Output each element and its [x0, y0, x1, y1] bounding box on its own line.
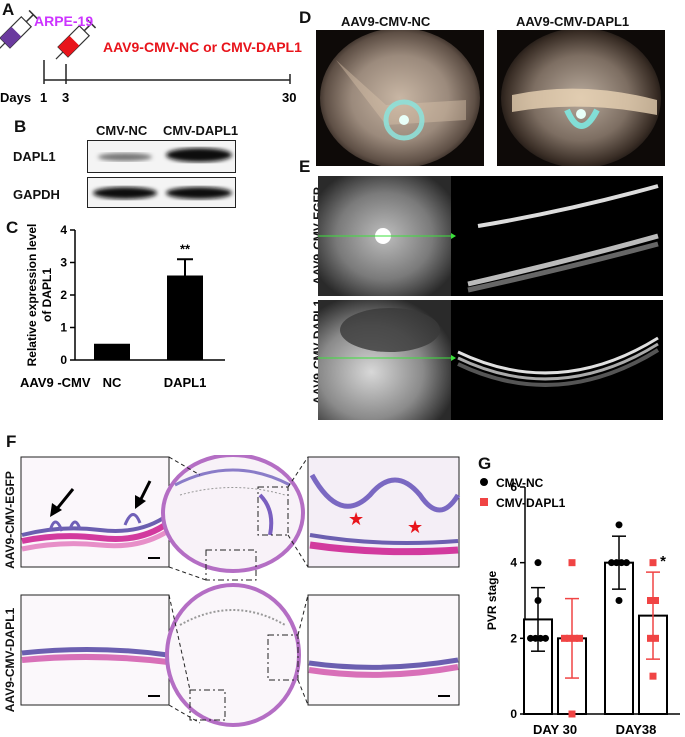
data-point — [618, 559, 625, 567]
arrow-icon — [138, 480, 152, 502]
chart-g: 0 2 4 6 PVR stage CMV-NC CMV-DAPL1 DAY 30 * DAY38 — [480, 476, 680, 737]
y-axis-label-line: of DAPL1 — [40, 268, 54, 322]
band-gapdh-nc — [93, 187, 157, 199]
western-blot — [87, 140, 236, 208]
data-point — [608, 559, 615, 567]
histology-zoom-dapl1-left — [20, 594, 170, 706]
syringe-aav-icon — [55, 18, 97, 60]
histology-section-dapl1 — [165, 583, 301, 727]
x-tick-label: NC — [103, 375, 122, 390]
data-point — [615, 521, 623, 529]
y-tick-label: 4 — [60, 223, 67, 237]
fundus-title-nc: AAV9-CMV-NC — [341, 14, 431, 29]
data-point — [652, 634, 659, 642]
x-tick-label: DAPL1 — [164, 375, 207, 390]
blot-col-header-nc: CMV-NC — [96, 123, 148, 138]
panel-label-g: G — [478, 454, 492, 473]
panel-label-e: E — [299, 157, 311, 176]
x-tick-label: DAY38 — [616, 722, 657, 737]
band-gapdh-dapl1 — [166, 187, 232, 199]
oct-image-dapl1 — [318, 300, 663, 420]
data-point — [649, 559, 657, 567]
star-icon: ★ — [407, 517, 423, 537]
panel-label-b: B — [14, 117, 27, 136]
data-point — [571, 634, 578, 642]
data-point — [649, 672, 657, 680]
y-tick-label: 3 — [60, 256, 67, 270]
syringe-arpe19-icon — [0, 9, 39, 51]
y-axis-label: Relative expression levelof DAPL1 — [25, 224, 54, 367]
data-point — [527, 634, 534, 642]
data-point — [534, 597, 542, 604]
data-point — [647, 634, 654, 642]
y-tick-label: 0 — [510, 707, 517, 721]
panel-label-d: D — [299, 8, 312, 27]
data-point — [652, 597, 659, 604]
data-point — [532, 634, 539, 642]
y-tick-label: 1 — [60, 321, 67, 335]
panel-label-f: F — [6, 432, 17, 451]
panel-a-timeline: Days 1 3 30 — [0, 9, 296, 105]
chart-c: 0 1 2 3 4 Relative expression levelof DAPL1 NC… — [20, 223, 225, 390]
panel-label-a: A — [2, 0, 15, 19]
blot-col-header-dapl1: CMV-DAPL1 — [163, 123, 239, 138]
data-point — [647, 597, 654, 604]
star-icon: ★ — [348, 509, 364, 529]
arrow-icon — [54, 488, 75, 511]
data-point — [613, 559, 620, 567]
significance-label: * — [660, 553, 666, 570]
significance-label: ** — [180, 241, 191, 256]
blot-row-label-dapl1: DAPL1 — [13, 149, 56, 164]
data-point — [623, 559, 630, 567]
bar — [167, 275, 203, 360]
y-tick-label: 4 — [510, 556, 517, 570]
histology-zoom-egfp-right: ★ ★ — [307, 456, 461, 568]
band-dapl1-dapl1 — [166, 148, 232, 162]
legend-label: CMV-DAPL1 — [496, 496, 566, 510]
data-point — [566, 634, 573, 642]
legend-marker — [480, 478, 488, 486]
bar — [94, 343, 130, 360]
data-point — [561, 634, 568, 642]
fundus-title-dapl1: AAV9-CMV-DAPL1 — [516, 14, 630, 29]
x-axis-label: AAV9 -CMV — [20, 375, 91, 390]
y-tick-label: 6 — [510, 480, 517, 494]
data-point — [568, 710, 576, 718]
fundus-photo-nc — [316, 30, 484, 166]
y-axis-label: PVR stage — [485, 570, 499, 630]
day-tick-3: 3 — [62, 90, 69, 105]
y-tick-label: 2 — [510, 631, 517, 645]
blot-row-label-gapdh: GAPDH — [13, 187, 60, 202]
fundus-photo-dapl1 — [497, 30, 665, 166]
panel-label-c: C — [6, 218, 19, 237]
treatment-label: AAV9-CMV-NC or CMV-DAPL1 — [103, 39, 302, 55]
data-point — [534, 559, 542, 567]
legend-marker — [480, 498, 488, 506]
histology-zoom-egfp-left — [20, 456, 170, 568]
data-point — [537, 634, 544, 642]
day-tick-1: 1 — [40, 90, 47, 105]
oct-image-egfp — [318, 176, 663, 296]
histology-section-egfp — [161, 455, 305, 581]
band-dapl1-nc — [98, 153, 152, 161]
data-point — [568, 559, 576, 567]
histology-figure: ★ ★ — [20, 455, 461, 727]
legend-label: CMV-NC — [496, 476, 544, 490]
histology-zoom-dapl1-right — [307, 594, 460, 706]
y-axis-label-line: Relative expression level — [25, 224, 39, 367]
days-label: Days — [0, 90, 31, 105]
x-tick-label: DAY 30 — [533, 722, 577, 737]
y-tick-label: 0 — [60, 353, 67, 367]
y-tick-label: 2 — [60, 288, 67, 302]
data-point — [576, 634, 583, 642]
cell-line-label: ARPE-19 — [34, 13, 94, 29]
day-tick-30: 30 — [282, 90, 296, 105]
data-point — [615, 597, 623, 604]
data-point — [542, 634, 549, 642]
